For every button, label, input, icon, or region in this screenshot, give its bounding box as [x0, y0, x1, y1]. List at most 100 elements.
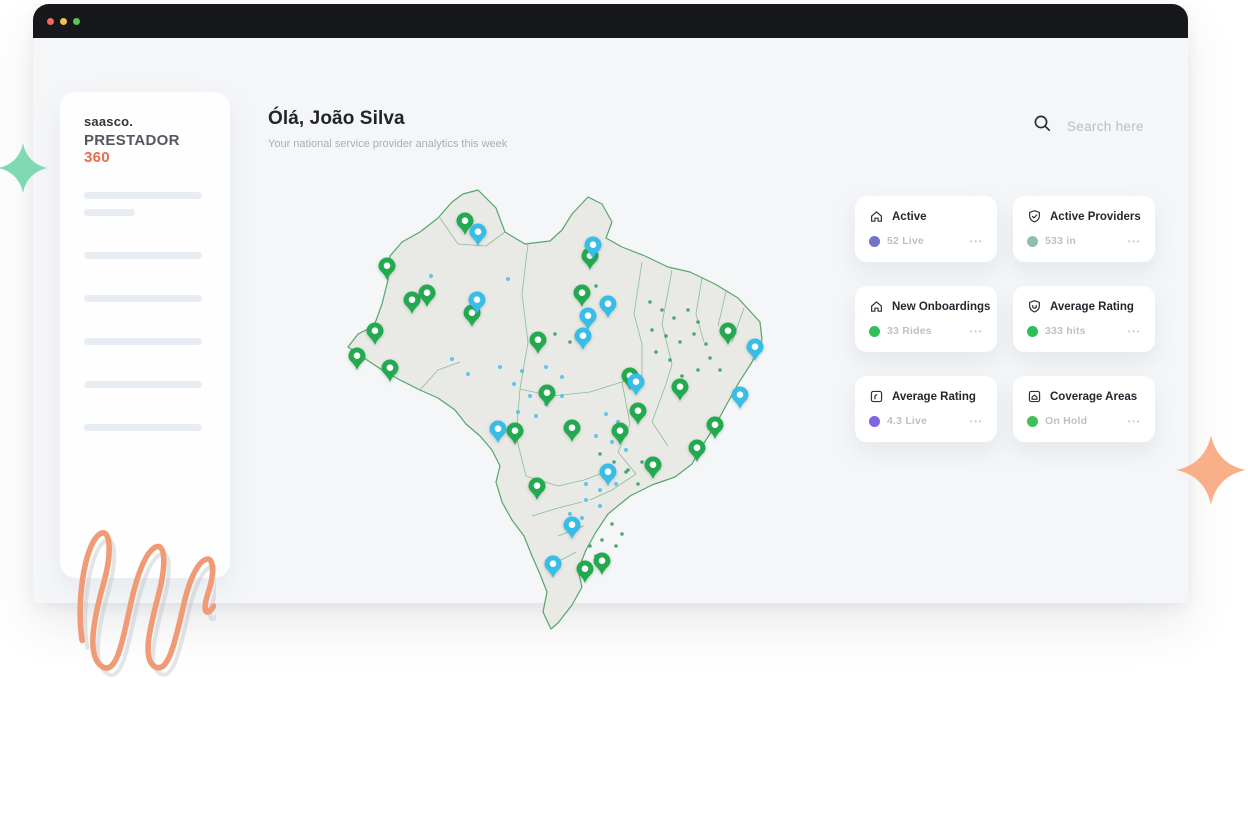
stat-card-title: Average Rating [1050, 300, 1134, 313]
close-window-button[interactable] [47, 17, 54, 25]
map-pin-blue[interactable] [584, 236, 602, 260]
window-body: saasco. PRESTADOR 360 Ólá, João Silva Yo… [33, 38, 1188, 630]
map-pin-green[interactable] [644, 456, 662, 480]
frame-icon [869, 389, 884, 404]
map-dot [559, 374, 565, 380]
map-dot [614, 544, 618, 548]
status-dot [869, 415, 880, 427]
map-pin-blue[interactable] [627, 373, 645, 397]
map-pin-blue[interactable] [489, 420, 507, 444]
map-dot [636, 482, 640, 486]
map-pin-blue[interactable] [468, 291, 486, 315]
map-dot [654, 350, 658, 354]
map-dot [588, 544, 592, 548]
map-pin-blue[interactable] [599, 463, 617, 487]
more-options-button[interactable]: ••• [969, 326, 983, 336]
map-dot [704, 342, 708, 346]
map-pin-blue[interactable] [746, 338, 764, 362]
home-icon [869, 299, 884, 314]
map-dot [583, 481, 589, 487]
map-dot [718, 368, 722, 372]
more-options-button[interactable]: ••• [969, 236, 983, 246]
page-title: Ólá, João Silva [268, 108, 405, 129]
page-subtitle: Your national service provider analytics… [268, 138, 508, 150]
status-dot [1027, 325, 1038, 337]
map-pin-green[interactable] [593, 552, 611, 576]
map-pin-green[interactable] [719, 322, 737, 346]
map-dot [609, 439, 615, 445]
sidebar-skeleton-line [84, 424, 202, 431]
map-pin-green[interactable] [706, 416, 724, 440]
home-icon [869, 209, 884, 224]
map-pin-green[interactable] [366, 322, 384, 346]
stat-card: Active Providers 533 in ••• [1013, 196, 1155, 262]
map-dot [678, 340, 682, 344]
map-pin-blue[interactable] [731, 386, 749, 410]
map-pin-green[interactable] [629, 402, 647, 426]
map-pin-green[interactable] [529, 331, 547, 355]
map-dot [696, 368, 700, 372]
map-pin-green[interactable] [506, 422, 524, 446]
sidebar-skeleton-line [84, 381, 202, 388]
map-pin-green[interactable] [403, 291, 421, 315]
page-header: Ólá, João Silva Your national service pr… [268, 108, 507, 150]
map-pin-blue[interactable] [599, 295, 617, 319]
sidebar-skeleton-line [84, 338, 202, 345]
map-dot [497, 364, 503, 370]
map-pin-green[interactable] [576, 560, 594, 584]
map-pin-blue[interactable] [469, 223, 487, 247]
more-options-button[interactable]: ••• [1127, 236, 1141, 246]
shield-badge-icon [1027, 299, 1042, 314]
map-pin-green[interactable] [671, 378, 689, 402]
sidebar-skeleton-line [84, 209, 135, 216]
map-dot [597, 487, 603, 493]
map-pin-green[interactable] [563, 419, 581, 443]
map-dot [567, 511, 573, 517]
map-pin-green[interactable] [573, 284, 591, 308]
sidebar-skeleton-menu [84, 192, 206, 431]
stats-grid: Active 52 Live ••• Active Providers 533 … [855, 196, 1155, 442]
brand-logo: saasco. [84, 114, 134, 129]
map-dot [603, 411, 609, 417]
map-pin-green[interactable] [418, 284, 436, 308]
map-pin-blue[interactable] [544, 555, 562, 579]
map-dot [680, 374, 684, 378]
map-dot [583, 497, 589, 503]
map-dot [598, 452, 602, 456]
map-pin-blue[interactable] [574, 327, 592, 351]
more-options-button[interactable]: ••• [1127, 326, 1141, 336]
more-options-button[interactable]: ••• [969, 416, 983, 426]
map-dot [696, 320, 700, 324]
map-dot [505, 276, 511, 282]
stat-card-title: Average Rating [892, 390, 976, 403]
map-pin-green[interactable] [688, 439, 706, 463]
map-pin-green[interactable] [528, 477, 546, 501]
map-pin-blue[interactable] [563, 516, 581, 540]
map-pin-green[interactable] [381, 359, 399, 383]
map-dot [668, 358, 672, 362]
minimize-window-button[interactable] [60, 17, 67, 25]
map-dot [650, 328, 654, 332]
map-pin-green[interactable] [348, 347, 366, 371]
more-options-button[interactable]: ••• [1127, 416, 1141, 426]
map-pin-green[interactable] [611, 422, 629, 446]
map-pin-green[interactable] [538, 384, 556, 408]
stat-card-title: New Onboardings [892, 300, 991, 313]
map-dot [568, 340, 572, 344]
status-dot [869, 235, 880, 247]
map-dot [465, 371, 471, 377]
zoom-window-button[interactable] [73, 17, 80, 25]
map-dot [515, 409, 521, 415]
map-dot [543, 364, 549, 370]
sidebar-skeleton-line [84, 295, 202, 302]
home-square-icon [1027, 389, 1042, 404]
map-dot [428, 273, 434, 279]
app-window: saasco. PRESTADOR 360 Ólá, João Silva Yo… [33, 4, 1188, 630]
sparkle-left-decoration [0, 143, 48, 193]
map-pin-green[interactable] [378, 257, 396, 281]
sidebar: saasco. PRESTADOR 360 [60, 92, 230, 578]
search-input[interactable]: Search here [1033, 114, 1144, 138]
map-pin-green[interactable] [456, 212, 474, 236]
map-pin-blue[interactable] [579, 307, 597, 331]
map-dot [533, 413, 539, 419]
